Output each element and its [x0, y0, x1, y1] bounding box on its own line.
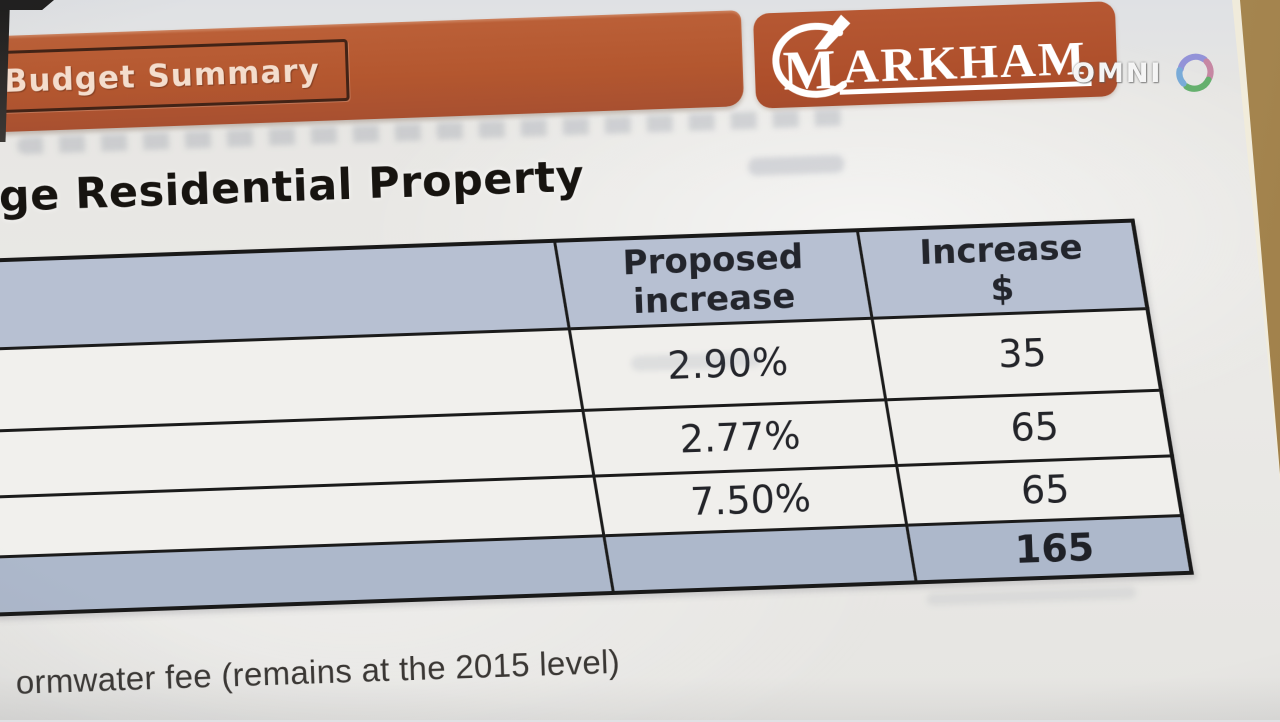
omni-wordmark: OMNI [1072, 57, 1163, 89]
row-amt-cell: 65 [896, 455, 1182, 525]
budget-summary-box: Budget Summary [0, 38, 350, 114]
amt-value: 35 [997, 330, 1048, 377]
banner-label: Budget Summary [3, 52, 321, 100]
slide-title: ge Residential Property [0, 151, 586, 223]
bleedthrough-smudge [926, 585, 1137, 607]
pct-value: 7.50% [689, 476, 812, 525]
logo-underline [839, 80, 1092, 95]
total-amount: 165 [1014, 524, 1096, 572]
stormwater-footnote: ormwater fee (remains at the 2015 level) [15, 642, 621, 701]
bleedthrough-smudge [747, 154, 845, 176]
pct-value: 2.77% [678, 413, 801, 462]
logo-initial: M [782, 39, 837, 103]
total-amt-cell: 165 [906, 515, 1192, 583]
row-pct-cell: 7.50% [593, 464, 907, 536]
frame-shadow-left [0, 0, 10, 142]
amt-value: 65 [1020, 466, 1070, 513]
budget-table-wrap: Proposed increase Increase $ 2.90% 35 [0, 218, 1194, 617]
row-amt-cell: 65 [885, 389, 1172, 465]
logo-leaf-check-icon [814, 14, 851, 50]
header-cell-proposed-increase: Proposed increase [554, 230, 872, 329]
header-proposed-line2: increase [632, 275, 796, 322]
omni-watermark: OMNI [1072, 50, 1218, 96]
budget-table: Proposed increase Increase $ 2.90% 35 [0, 218, 1194, 617]
header-cell-increase-dollar: Increase $ [857, 220, 1148, 318]
row-pct-cell: 2.77% [582, 399, 897, 476]
row-amt-cell: 35 [871, 308, 1161, 400]
amt-value: 65 [1009, 404, 1060, 450]
omni-swirl-icon [1176, 53, 1215, 92]
markham-logo: M ARKHAM [752, 1, 1119, 109]
markham-logo-art: M ARKHAM [772, 14, 1092, 103]
header-increase-line1: Increase [919, 226, 1084, 273]
total-pct-cell [603, 524, 917, 593]
header-increase-line2: $ [990, 268, 1016, 309]
logo-circle-swoosh [772, 22, 847, 98]
budget-summary-banner: Budget Summary [0, 10, 745, 133]
frame-shadow-top [0, 0, 54, 10]
